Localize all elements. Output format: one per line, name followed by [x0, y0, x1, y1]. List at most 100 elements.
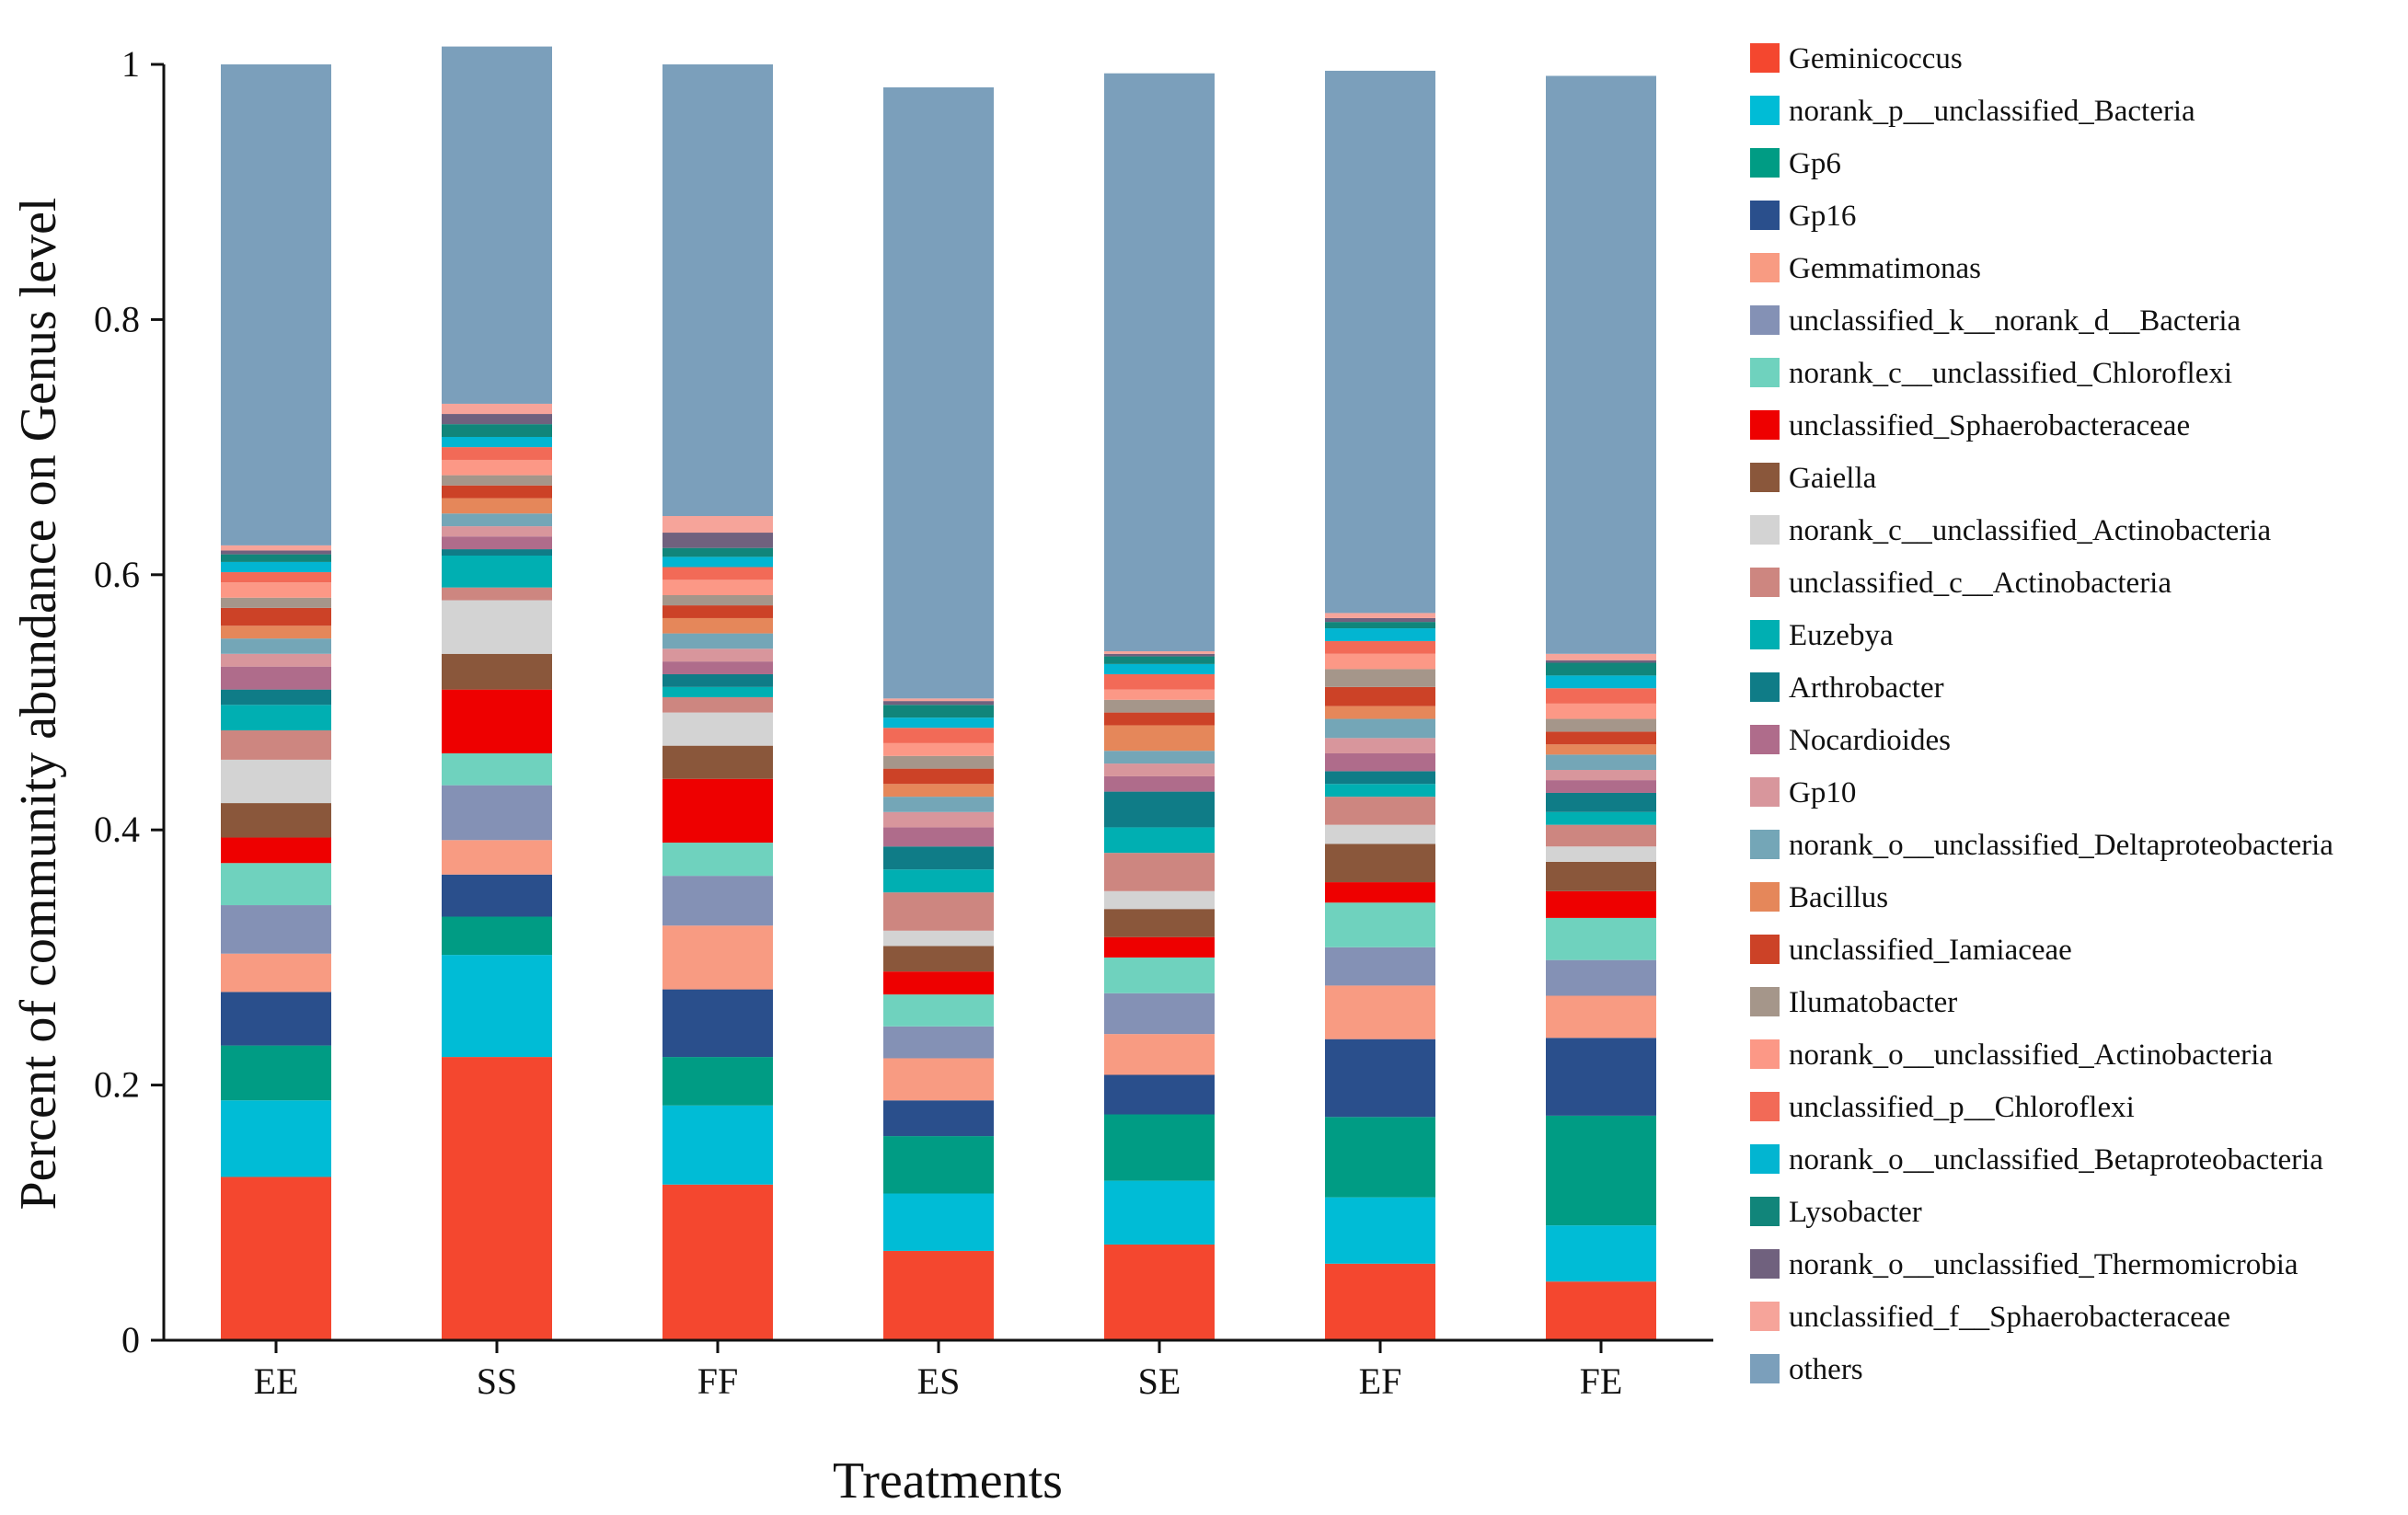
bar-segment: Gp16 (SS) — [442, 874, 552, 917]
bar-segment: Gp10 (FF) — [662, 648, 773, 662]
bar-segment: norank_o__unclassified_Deltaproteobacter… — [1546, 754, 1656, 771]
bar-segment: norank_o__unclassified_Actinobacteria (E… — [883, 742, 994, 756]
legend-label: Gp16 — [1789, 200, 1856, 233]
bar-segment: Gp6 (FE) — [1546, 1115, 1656, 1226]
x-tick-label: EE — [254, 1360, 299, 1402]
bar-segment: norank_c__unclassified_Actinobacteria (F… — [1546, 846, 1656, 862]
bar-segment: norank_c__unclassified_Chloroflexi (SE) — [1104, 957, 1215, 993]
legend-label: unclassified_p__Chloroflexi — [1789, 1091, 2135, 1124]
bar-segment: unclassified_p__Chloroflexi (ES) — [883, 728, 994, 743]
legend-swatch — [1750, 253, 1780, 282]
bar-segment: norank_o__unclassified_Thermomicrobia (E… — [1325, 617, 1435, 623]
legend-label: Arthrobacter — [1789, 671, 1944, 705]
legend-label: norank_o__unclassified_Deltaproteobacter… — [1789, 829, 2333, 862]
bar-segment: norank_o__unclassified_Thermomicrobia (F… — [662, 533, 773, 548]
bar-segment: unclassified_f__Sphaerobacteraceae (ES) — [883, 698, 994, 702]
bar-segment: Gp16 (FE) — [1546, 1038, 1656, 1116]
legend-swatch — [1750, 1039, 1780, 1069]
bar-segment: norank_p__unclassified_Bacteria (SE) — [1104, 1180, 1215, 1245]
bar-segment: norank_o__unclassified_Thermomicrobia (F… — [1546, 660, 1656, 663]
bar-segment: unclassified_Sphaerobacteraceae (ES) — [883, 971, 994, 995]
y-tick-label: 1 — [121, 43, 140, 85]
legend-label: Gp10 — [1789, 776, 1856, 809]
bar-segment: Lysobacter (FF) — [662, 547, 773, 557]
bar-segment: others (FE) — [1546, 75, 1656, 654]
legend-item: others — [1750, 1353, 1863, 1386]
legend-item: Geminicoccus — [1750, 42, 1963, 75]
bar-segment: unclassified_c__Actinobacteria (FF) — [662, 696, 773, 713]
bar-segment: Nocardioides (EF) — [1325, 752, 1435, 772]
legend-item: Euzebya — [1750, 619, 1894, 652]
legend-item: unclassified_k__norank_d__Bacteria — [1750, 304, 2241, 338]
legend-swatch — [1750, 882, 1780, 912]
bar-segment: Arthrobacter (EE) — [221, 689, 331, 706]
bar-segment: norank_o__unclassified_Thermomicrobia (E… — [883, 701, 994, 706]
y-tick-label: 0.4 — [94, 809, 140, 850]
bar-segment: norank_o__unclassified_Actinobacteria (S… — [1104, 689, 1215, 700]
bar-segment: norank_o__unclassified_Betaproteobacteri… — [883, 717, 994, 729]
bar-segment: Gp6 (SE) — [1104, 1114, 1215, 1181]
bar-segment: unclassified_Iamiaceae (EE) — [221, 607, 331, 626]
legend-swatch — [1750, 568, 1780, 597]
bar-segment: Gp6 (EE) — [221, 1045, 331, 1101]
legend-swatch — [1750, 1249, 1780, 1279]
legend-swatch — [1750, 620, 1780, 649]
bar-segment: Euzebya (EE) — [221, 705, 331, 731]
bar-segment: Ilumatobacter (SS) — [442, 475, 552, 486]
legend-label: unclassified_k__norank_d__Bacteria — [1789, 304, 2241, 338]
bar-segment: Geminicoccus (FF) — [662, 1184, 773, 1340]
legend-label: Gaiella — [1789, 462, 1877, 495]
bar-segment: Euzebya (SS) — [442, 555, 552, 588]
bar-segment: unclassified_Iamiaceae (SE) — [1104, 712, 1215, 726]
legend-swatch — [1750, 305, 1780, 335]
x-tick-label: EF — [1359, 1360, 1402, 1402]
x-tick-label: ES — [917, 1360, 961, 1402]
bar-segment: norank_o__unclassified_Actinobacteria (F… — [1546, 703, 1656, 719]
bar-stack-es: Geminicoccus (ES)norank_p__unclassified_… — [883, 86, 994, 1340]
bar-segment: norank_c__unclassified_Chloroflexi (FE) — [1546, 917, 1656, 960]
bar-segment: norank_o__unclassified_Deltaproteobacter… — [1104, 751, 1215, 764]
bar-segment: norank_c__unclassified_Chloroflexi (SS) — [442, 752, 552, 786]
bar-segment: unclassified_p__Chloroflexi (SS) — [442, 447, 552, 460]
bar-segment: unclassified_c__Actinobacteria (SS) — [442, 587, 552, 601]
legend-label: norank_o__unclassified_Thermomicrobia — [1789, 1248, 2299, 1281]
bar-segment: Gaiella (EF) — [1325, 844, 1435, 883]
bar-segment: Bacillus (FF) — [662, 617, 773, 634]
bar-stack-fe: Geminicoccus (FE)norank_p__unclassified_… — [1546, 75, 1656, 1340]
bar-segment: Nocardioides (ES) — [883, 827, 994, 847]
bar-segment: unclassified_k__norank_d__Bacteria (SS) — [442, 785, 552, 841]
legend-item: Gemmatimonas — [1750, 252, 1981, 285]
bar-segment: norank_o__unclassified_Betaproteobacteri… — [1325, 628, 1435, 641]
bar-segment: norank_c__unclassified_Actinobacteria (E… — [221, 759, 331, 804]
bar-segment: norank_p__unclassified_Bacteria (FE) — [1546, 1225, 1656, 1282]
legend-item: Ilumatobacter — [1750, 986, 1957, 1019]
bar-segment: norank_p__unclassified_Bacteria (SS) — [442, 955, 552, 1058]
bar-segment: Gaiella (SE) — [1104, 909, 1215, 937]
y-axis-title: Percent of community abundance on Genus … — [10, 198, 67, 1211]
bar-segment: Euzebya (FE) — [1546, 811, 1656, 825]
bar-segment: unclassified_f__Sphaerobacteraceae (SS) — [442, 403, 552, 415]
y-ticks: 0 0.2 0.4 0.6 0.8 1 — [94, 43, 164, 1360]
bar-segment: unclassified_c__Actinobacteria (ES) — [883, 892, 994, 931]
legend-label: Gp6 — [1789, 147, 1841, 180]
bar-segment: norank_o__unclassified_Thermomicrobia (E… — [221, 550, 331, 555]
legend-label: Ilumatobacter — [1789, 986, 1957, 1019]
bar-segment: Ilumatobacter (FE) — [1546, 718, 1656, 732]
x-ticks: EE SS FF ES SE EF FE — [254, 1340, 1622, 1402]
bar-segment: norank_p__unclassified_Bacteria (EF) — [1325, 1197, 1435, 1264]
bar-segment: others (EF) — [1325, 70, 1435, 614]
legend-label: unclassified_f__Sphaerobacteraceae — [1789, 1301, 2230, 1334]
bar-segment: unclassified_p__Chloroflexi (EE) — [221, 572, 331, 583]
bar-segment: Euzebya (SE) — [1104, 827, 1215, 854]
bar-stack-ee: Geminicoccus (EE)norank_p__unclassified_… — [221, 64, 331, 1340]
legend-label: unclassified_Iamiaceae — [1789, 934, 2072, 967]
bar-segment: Gp6 (SS) — [442, 916, 552, 956]
bar-segment: Gp6 (ES) — [883, 1136, 994, 1194]
bar-segment: unclassified_k__norank_d__Bacteria (EF) — [1325, 947, 1435, 986]
bar-segment: norank_o__unclassified_Betaproteobacteri… — [662, 557, 773, 568]
legend-label: Bacillus — [1789, 881, 1888, 914]
bar-segment: Ilumatobacter (ES) — [883, 755, 994, 769]
bar-segment: Ilumatobacter (EE) — [221, 597, 331, 608]
legend-swatch — [1750, 43, 1780, 73]
bar-segment: Bacillus (SS) — [442, 498, 552, 514]
